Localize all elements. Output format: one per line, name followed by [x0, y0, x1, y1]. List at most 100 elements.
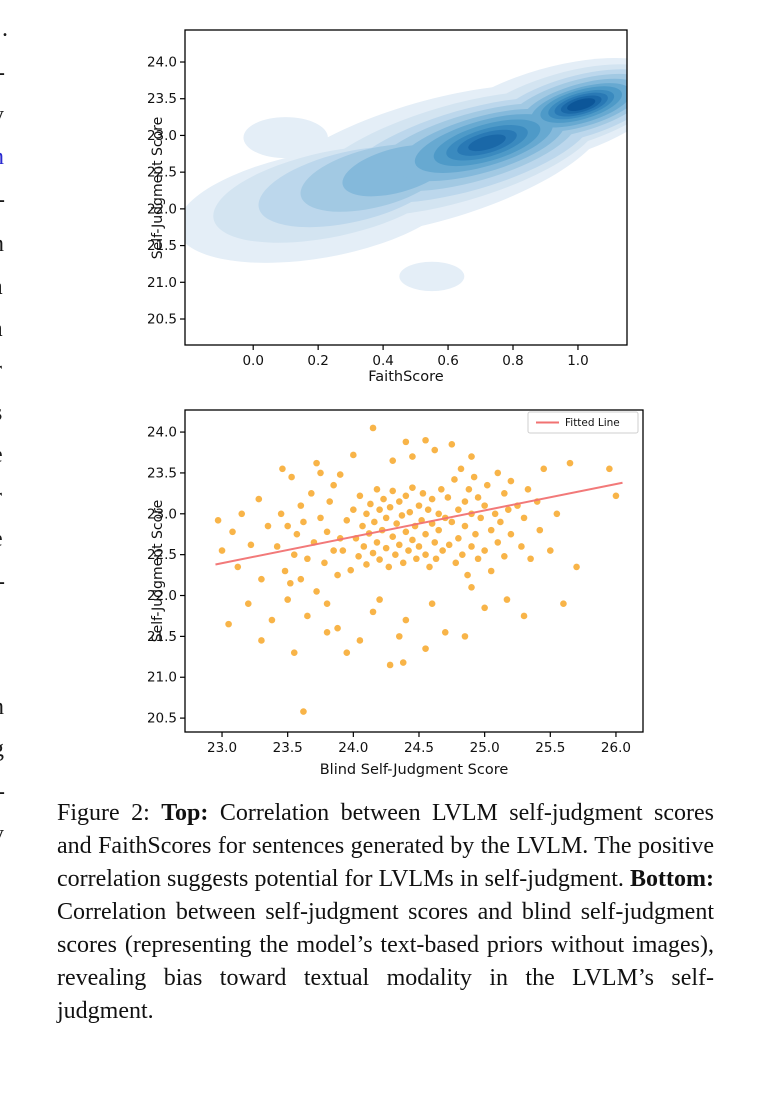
- scatter-point: [448, 441, 456, 448]
- column-edge-text-fragment: e: [0, 526, 3, 553]
- scatter-point: [520, 612, 528, 620]
- column-edge-text-fragment: a: [0, 316, 3, 343]
- y-tick-label: 21.5: [147, 629, 177, 645]
- scatter-point: [255, 495, 263, 503]
- y-tick-label: 21.0: [147, 275, 177, 291]
- scatter-point: [288, 473, 295, 481]
- y-tick-label: 24.0: [147, 425, 177, 441]
- scatter-point: [448, 518, 456, 526]
- scatter-point: [494, 539, 502, 546]
- scatter-point: [487, 567, 495, 575]
- scatter-point: [402, 616, 410, 624]
- scatter-point: [409, 453, 416, 460]
- column-edge-text-fragment: y: [0, 102, 4, 129]
- scatter-yaxis-title: Self-Judgment Score: [150, 499, 166, 643]
- scatter-point: [343, 649, 351, 657]
- scatter-point: [494, 469, 502, 477]
- scatter-point: [247, 541, 255, 549]
- scatter-point: [455, 535, 462, 542]
- scatter-xaxis-title: Blind Self-Judgment Score: [319, 762, 509, 778]
- legend: Fitted Line: [527, 411, 639, 434]
- scatter-point: [431, 539, 439, 546]
- scatter-point: [518, 543, 525, 550]
- kde-contours-group: [185, 57, 627, 292]
- scatter-point: [355, 552, 362, 560]
- scatter-point: [277, 510, 285, 518]
- x-tick-label: 26.0: [601, 740, 631, 756]
- blind-scatter-plot: Fitted Line 23.0 23.5 24.0 24.5 25.0 25.5 26.0 2…: [147, 409, 644, 756]
- scatter-point: [334, 571, 341, 579]
- scatter-point: [300, 518, 307, 526]
- scatter-point: [395, 541, 403, 549]
- scatter-point: [238, 510, 246, 518]
- x-tick-label: 24.0: [338, 740, 368, 756]
- scatter-point: [339, 547, 347, 554]
- scatter-point: [399, 659, 407, 666]
- scatter-point: [398, 512, 406, 519]
- scatter-point: [507, 477, 515, 485]
- scatter-point: [395, 498, 403, 505]
- column-edge-text-fragment: g: [0, 736, 4, 763]
- column-edge-text-fragment: .: [2, 16, 8, 42]
- figure-caption: Figure 2: Top: Correlation between LVLM …: [57, 797, 714, 1028]
- scatter-point: [279, 465, 286, 473]
- scatter-point: [234, 563, 242, 571]
- column-edge-text-fragment: -: [0, 60, 5, 87]
- scatter-point: [214, 517, 222, 524]
- caption-bold-segment: Bottom:: [630, 866, 714, 892]
- scatter-point: [297, 575, 305, 583]
- column-edge-text-fragment: -: [0, 569, 5, 596]
- x-tick-label: 1.0: [567, 353, 588, 369]
- x-tick-label: 23.5: [273, 740, 303, 756]
- scatter-point: [359, 522, 366, 530]
- scatter-point: [323, 528, 331, 536]
- scatter-point: [399, 559, 407, 567]
- scatter-point: [435, 526, 442, 534]
- y-tick-label: 22.5: [147, 547, 177, 563]
- column-edge-text-fragment: r: [0, 484, 2, 511]
- scatter-point: [264, 522, 272, 530]
- kde-contour-blob: [399, 261, 465, 292]
- scatter-point: [415, 543, 423, 550]
- scatter-point: [483, 481, 491, 489]
- scatter-point: [428, 600, 436, 607]
- scatter-point: [268, 616, 276, 624]
- x-tick-label: 0.8: [502, 353, 523, 369]
- scatter-point: [386, 503, 394, 511]
- scatter-point: [422, 530, 429, 538]
- scatter-point: [334, 624, 341, 632]
- scatter-point: [290, 649, 298, 657]
- scatter-point: [363, 561, 370, 568]
- scatter-point: [297, 502, 305, 509]
- scatter-point: [424, 506, 432, 514]
- scatter-point: [380, 495, 387, 503]
- scatter-point: [426, 563, 433, 571]
- scatter-point: [501, 490, 508, 497]
- scatter-point: [360, 543, 368, 550]
- scatter-point: [382, 514, 390, 522]
- scatter-point: [444, 494, 452, 501]
- scatter-point: [356, 637, 364, 644]
- scatter-point: [389, 487, 397, 495]
- scatter-point: [527, 555, 534, 563]
- column-edge-text-fragment: y: [0, 821, 4, 848]
- scatter-point: [313, 588, 320, 595]
- scatter-point: [405, 547, 412, 554]
- scatter-point: [455, 506, 462, 514]
- scatter-point: [258, 637, 265, 644]
- scatter-point: [369, 424, 377, 432]
- scatter-point: [376, 556, 383, 563]
- scatter-point: [409, 536, 416, 544]
- scatter-point: [244, 600, 252, 607]
- scatter-point: [369, 549, 377, 557]
- scatter-point: [520, 514, 528, 522]
- legend-box: [527, 411, 639, 434]
- scatter-point: [371, 518, 378, 526]
- scatter-point: [373, 539, 381, 546]
- x-tick-label: 0.6: [437, 353, 458, 369]
- column-edge-text-fragment: -: [0, 187, 5, 214]
- scatter-point: [501, 552, 508, 560]
- scatter-point: [389, 457, 397, 464]
- x-tick-label: 0.4: [372, 353, 393, 369]
- x-tick-label: 0.0: [242, 353, 263, 369]
